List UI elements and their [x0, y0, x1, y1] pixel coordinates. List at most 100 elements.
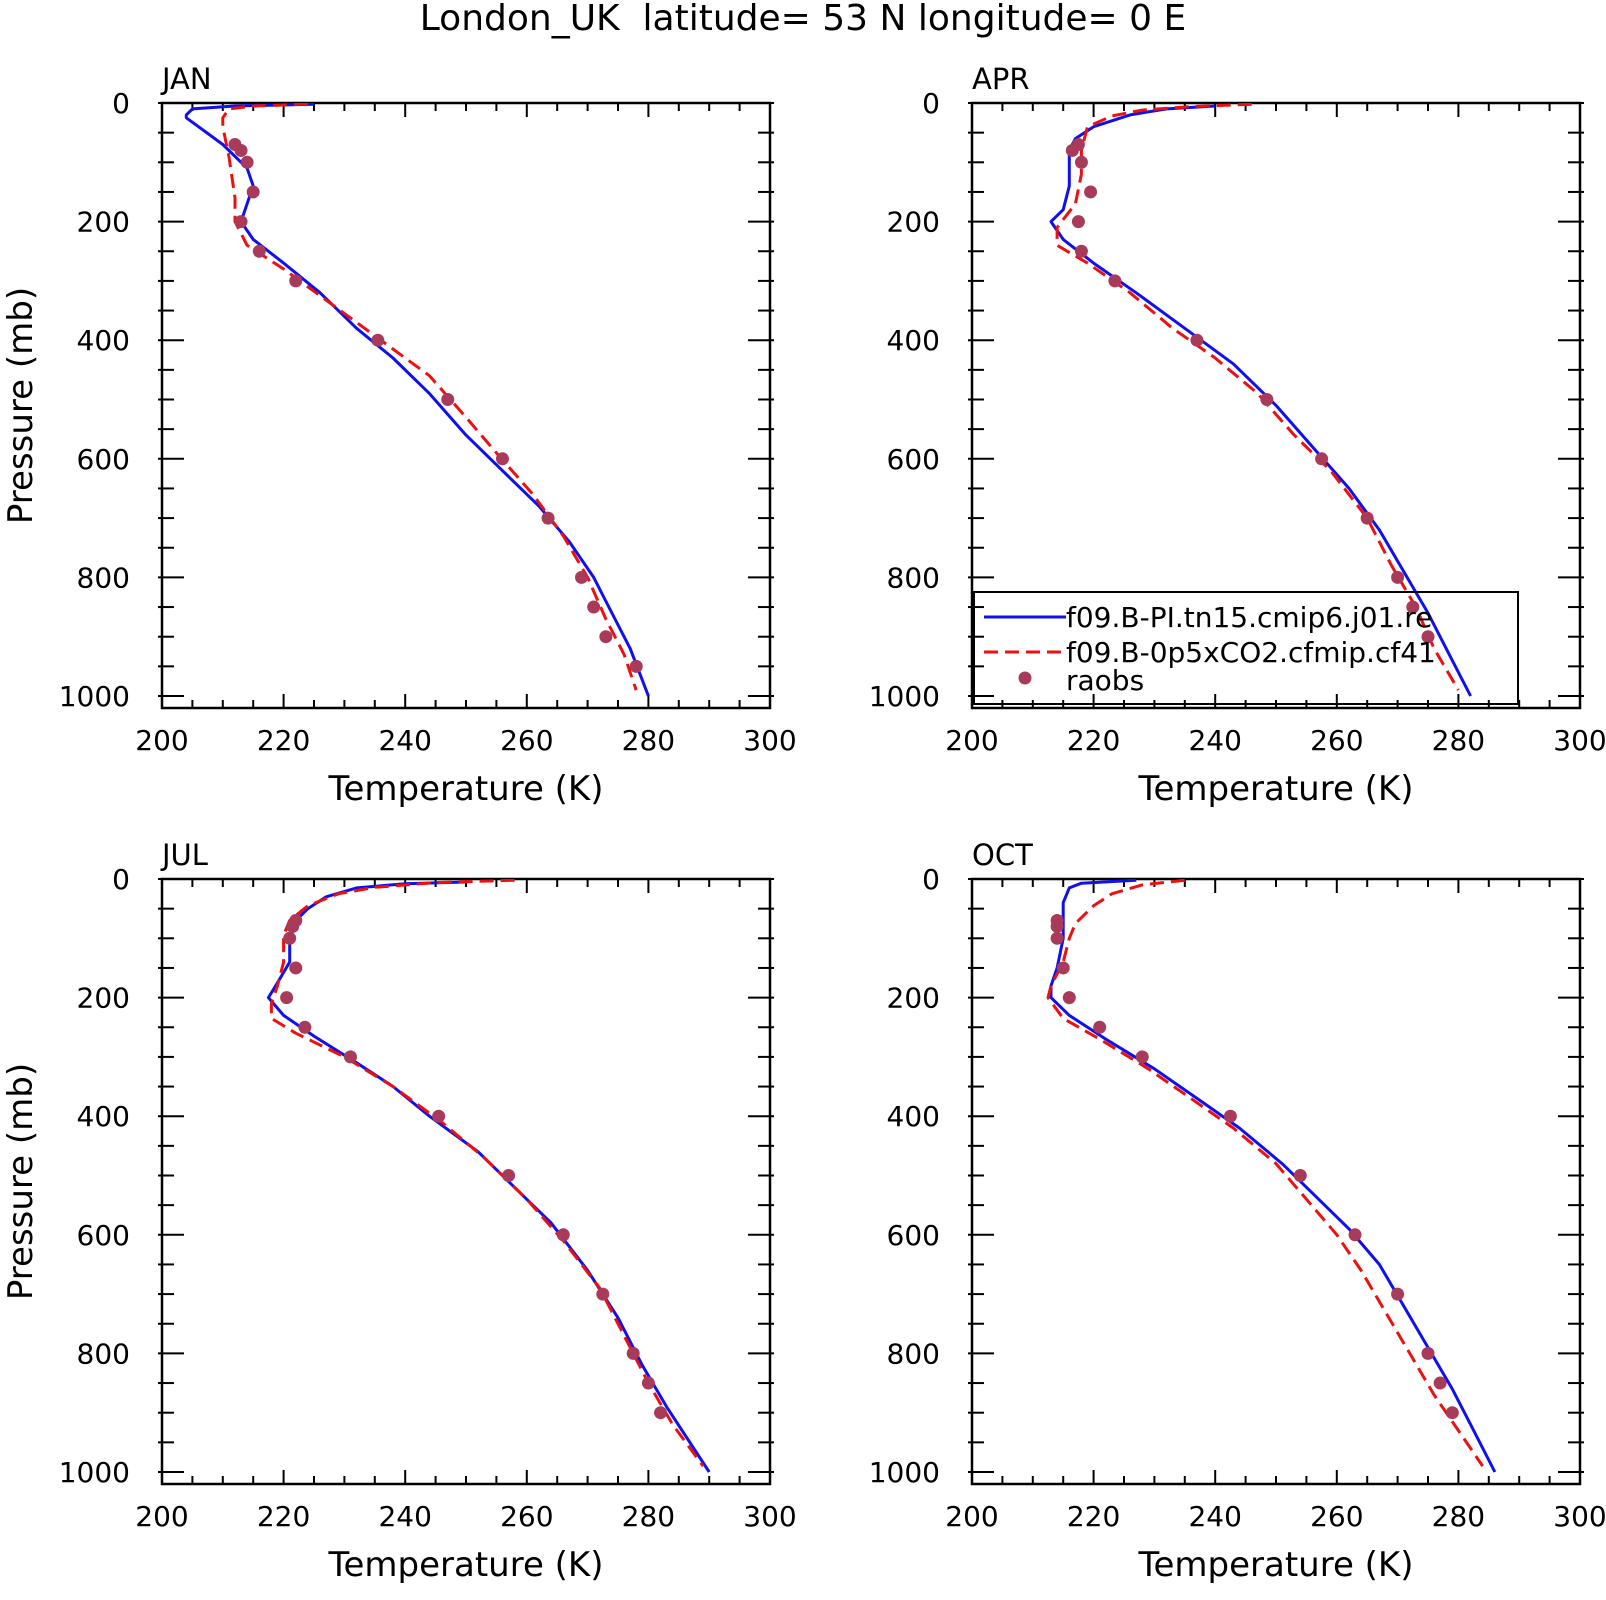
x-tick-label: 200: [135, 724, 188, 757]
raobs-point: [1084, 185, 1098, 199]
raobs-point: [280, 991, 294, 1005]
raobs-point: [1360, 511, 1374, 525]
raobs-point: [234, 143, 248, 157]
x-tick-label: 280: [1432, 724, 1485, 757]
x-axis-label: Temperature (K): [327, 769, 603, 809]
x-tick-label: 240: [378, 724, 431, 757]
raobs-point: [1421, 1346, 1435, 1360]
x-tick-label: 240: [1188, 1500, 1241, 1533]
x-tick-label: 220: [257, 724, 310, 757]
y-tick-label: 800: [77, 1337, 130, 1370]
y-tick-label: 600: [77, 443, 130, 476]
y-tick-label: 200: [887, 206, 940, 239]
y-axis-label: Pressure (mb): [1, 1063, 41, 1300]
raobs-point: [1135, 1050, 1149, 1064]
y-tick-label: 0: [922, 863, 940, 896]
raobs-point: [502, 1169, 516, 1182]
x-tick-label: 300: [743, 1500, 796, 1533]
x-tick-label: 240: [1188, 724, 1241, 757]
raobs-point: [1050, 931, 1064, 945]
raobs-point: [1062, 991, 1076, 1005]
panel-oct: OCT 200 220 240 260 280 300 0 200 400 600 800 1000 Te…: [869, 838, 1606, 1585]
x-tick-label: 260: [1310, 724, 1363, 757]
plot-frame: [160, 877, 772, 1486]
y-tick-label: 800: [887, 561, 940, 594]
raobs-point: [641, 1376, 655, 1390]
raobs-point: [289, 961, 303, 975]
y-tick-label: 0: [112, 863, 130, 896]
y-tick-label: 800: [887, 1337, 940, 1370]
y-tick-label: 0: [112, 87, 130, 120]
raobs-point: [234, 215, 248, 229]
x-tick-label: 240: [378, 1500, 431, 1533]
x-axis-label: Temperature (K): [1137, 769, 1413, 809]
raobs-point: [1348, 1228, 1362, 1242]
y-tick-label: 600: [887, 1219, 940, 1252]
raobs-point: [495, 452, 509, 466]
x-tick-label: 200: [945, 1500, 998, 1533]
y-tick-label: 200: [887, 982, 940, 1015]
raobs-point: [252, 244, 266, 258]
raobs-point: [240, 155, 254, 169]
raobs-point: [654, 1406, 668, 1420]
y-tick-label: 200: [77, 982, 130, 1015]
y-tick-label: 400: [887, 324, 940, 357]
raobs-point: [1071, 215, 1085, 229]
y-tick-label: 600: [887, 443, 940, 476]
raobs-point: [1074, 244, 1088, 258]
x-axis-label: Temperature (K): [327, 1545, 603, 1585]
x-tick-label: 260: [500, 724, 553, 757]
x-tick-label: 300: [743, 724, 796, 757]
legend-swatch-raobs: [1018, 671, 1032, 685]
raobs-point: [286, 919, 300, 933]
raobs-point: [1223, 1109, 1237, 1123]
x-tick-label: 220: [1067, 1500, 1120, 1533]
x-tick-label: 280: [622, 724, 675, 757]
raobs-point: [575, 570, 589, 584]
x-tick-label: 300: [1553, 1500, 1606, 1533]
raobs-point: [1391, 570, 1405, 584]
y-tick-label: 0: [922, 87, 940, 120]
raobs-point: [626, 1346, 640, 1360]
x-tick-label: 220: [1067, 724, 1120, 757]
raobs-point: [246, 185, 260, 199]
raobs-point: [432, 1109, 446, 1123]
x-tick-label: 200: [135, 1500, 188, 1533]
raobs-point: [1190, 333, 1204, 347]
raobs-point: [1406, 600, 1420, 614]
legend: f09.B-PI.tn15.cmip6.j01.ref09.B-0p5xCO2.…: [973, 591, 1519, 705]
raobs-point: [343, 1050, 357, 1064]
y-tick-label: 200: [77, 206, 130, 239]
figure-title: London_UK latitude= 53 N longitude= 0 E: [420, 0, 1186, 39]
raobs-point: [1293, 1169, 1307, 1182]
x-tick-label: 300: [1553, 724, 1606, 757]
raobs-point: [599, 630, 613, 644]
panel-label: APR: [972, 62, 1029, 96]
y-tick-label: 400: [887, 1100, 940, 1133]
raobs-point: [1433, 1376, 1447, 1390]
raobs-point: [283, 931, 297, 945]
panel-jan: JAN 200 220 240 260 280 300 0 200 400 600 800 1000 Te…: [1, 62, 797, 809]
series-line-co2: [1055, 103, 1460, 691]
legend-box: [973, 591, 1519, 705]
raobs-point: [1050, 919, 1064, 933]
y-tick-label: 1000: [869, 680, 940, 713]
raobs-point: [1093, 1020, 1107, 1034]
x-tick-label: 280: [622, 1500, 675, 1533]
legend-label-co2: f09.B-0p5xCO2.cfmip.cf41: [1066, 636, 1436, 669]
raobs-point: [1065, 143, 1079, 157]
raobs-point: [289, 274, 303, 288]
y-axis-label: Pressure (mb): [1, 287, 41, 524]
raobs-point: [1421, 630, 1435, 644]
y-tick-label: 1000: [869, 1456, 940, 1489]
raobs-point: [556, 1228, 570, 1242]
series-line-co2: [269, 879, 705, 1467]
raobs-point: [1108, 274, 1122, 288]
raobs-point: [1391, 1287, 1405, 1301]
legend-label-raobs: raobs: [1066, 664, 1144, 697]
panel-label: JAN: [160, 62, 212, 96]
y-tick-label: 800: [77, 561, 130, 594]
series-line-co2: [221, 103, 638, 691]
x-axis-label: Temperature (K): [1137, 1545, 1413, 1585]
raobs-point: [541, 511, 555, 525]
